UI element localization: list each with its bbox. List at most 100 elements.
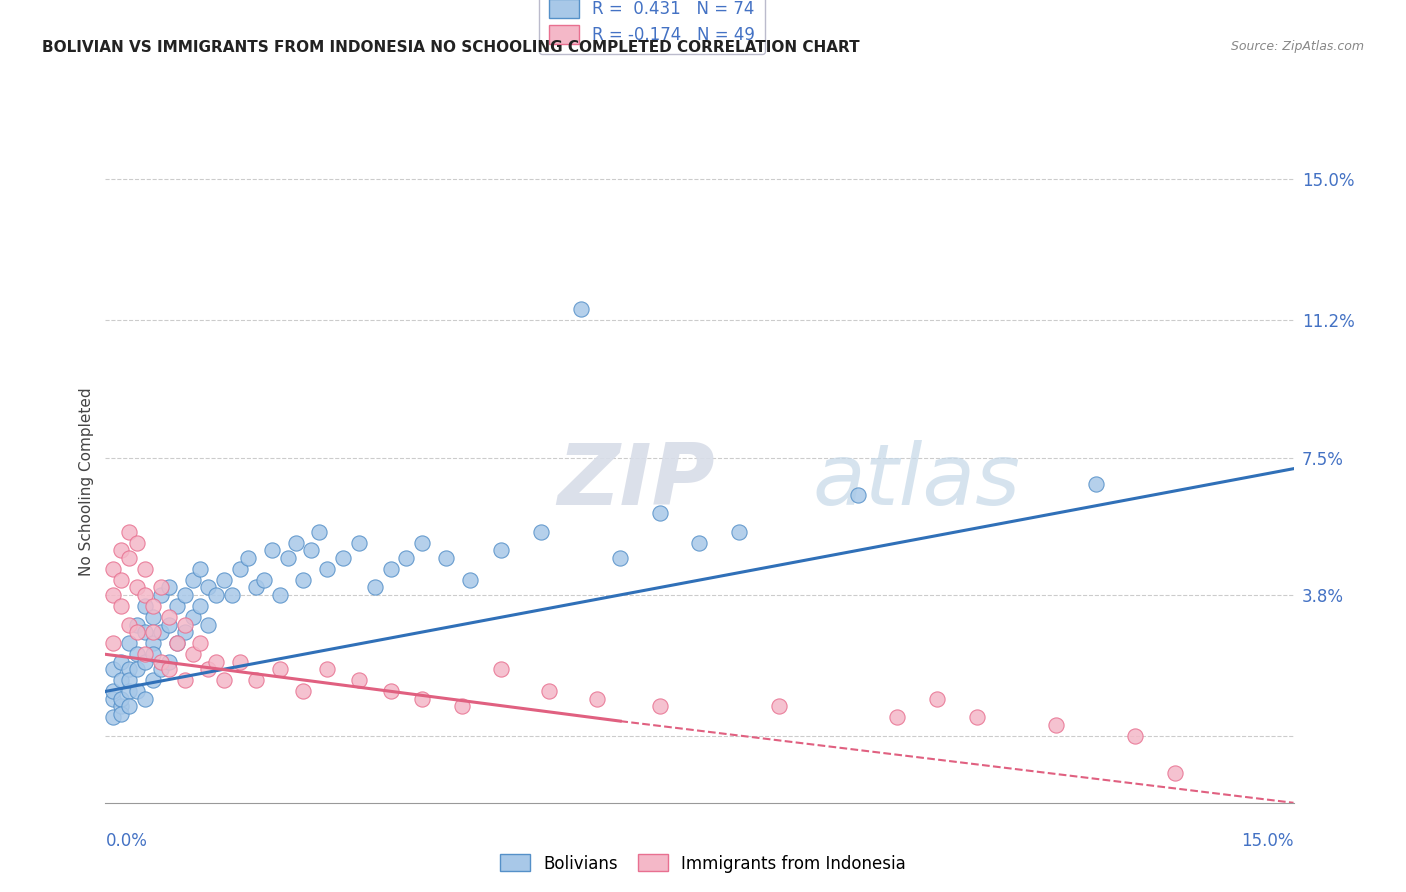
Point: [269, 662, 291, 676]
Point: [411, 536, 433, 550]
Point: [166, 636, 188, 650]
Point: [118, 662, 141, 676]
Point: [846, 488, 869, 502]
Point: [157, 617, 180, 632]
Point: [316, 662, 339, 676]
Point: [190, 562, 212, 576]
Point: [149, 655, 172, 669]
Point: [134, 691, 156, 706]
Point: [292, 573, 315, 587]
Point: [380, 562, 402, 576]
Point: [491, 662, 513, 676]
Point: [537, 684, 560, 698]
Point: [1123, 729, 1146, 743]
Point: [127, 662, 149, 676]
Point: [450, 699, 472, 714]
Point: [190, 636, 212, 650]
Point: [134, 648, 156, 662]
Point: [142, 636, 165, 650]
Point: [229, 562, 252, 576]
Point: [585, 691, 607, 706]
Point: [299, 543, 322, 558]
Point: [110, 673, 132, 688]
Point: [118, 617, 141, 632]
Point: [347, 673, 370, 688]
Point: [118, 684, 141, 698]
Point: [1164, 766, 1187, 780]
Point: [157, 662, 180, 676]
Point: [316, 562, 339, 576]
Point: [173, 625, 195, 640]
Point: [134, 625, 156, 640]
Point: [103, 562, 125, 576]
Point: [347, 536, 370, 550]
Point: [110, 655, 132, 669]
Point: [292, 684, 315, 698]
Point: [157, 581, 180, 595]
Point: [1045, 718, 1067, 732]
Point: [118, 699, 141, 714]
Point: [110, 706, 132, 721]
Point: [142, 599, 165, 613]
Point: [364, 581, 387, 595]
Point: [173, 588, 195, 602]
Point: [229, 655, 252, 669]
Point: [886, 710, 908, 724]
Point: [245, 673, 267, 688]
Point: [166, 599, 188, 613]
Point: [181, 573, 204, 587]
Point: [205, 588, 228, 602]
Point: [190, 599, 212, 613]
Point: [118, 673, 141, 688]
Point: [458, 573, 481, 587]
Point: [332, 550, 354, 565]
Point: [127, 648, 149, 662]
Point: [157, 610, 180, 624]
Point: [214, 573, 236, 587]
Point: [142, 610, 165, 624]
Point: [127, 617, 149, 632]
Point: [103, 588, 125, 602]
Point: [166, 636, 188, 650]
Point: [308, 524, 330, 539]
Point: [118, 636, 141, 650]
Point: [277, 550, 299, 565]
Point: [205, 655, 228, 669]
Legend: R =  0.431   N = 74, R = -0.174   N = 49: R = 0.431 N = 74, R = -0.174 N = 49: [538, 0, 765, 54]
Point: [491, 543, 513, 558]
Point: [214, 673, 236, 688]
Point: [245, 581, 267, 595]
Point: [118, 550, 141, 565]
Legend: Bolivians, Immigrants from Indonesia: Bolivians, Immigrants from Indonesia: [494, 847, 912, 880]
Point: [134, 599, 156, 613]
Point: [110, 599, 132, 613]
Point: [110, 691, 132, 706]
Point: [103, 662, 125, 676]
Point: [181, 648, 204, 662]
Point: [103, 691, 125, 706]
Point: [103, 636, 125, 650]
Point: [530, 524, 553, 539]
Text: Source: ZipAtlas.com: Source: ZipAtlas.com: [1230, 40, 1364, 54]
Point: [260, 543, 283, 558]
Point: [609, 550, 631, 565]
Point: [110, 543, 132, 558]
Point: [253, 573, 276, 587]
Point: [728, 524, 751, 539]
Point: [127, 625, 149, 640]
Text: BOLIVIAN VS IMMIGRANTS FROM INDONESIA NO SCHOOLING COMPLETED CORRELATION CHART: BOLIVIAN VS IMMIGRANTS FROM INDONESIA NO…: [42, 40, 860, 55]
Point: [925, 691, 948, 706]
Point: [648, 699, 671, 714]
Text: ZIP: ZIP: [557, 440, 714, 524]
Point: [149, 581, 172, 595]
Point: [110, 573, 132, 587]
Point: [127, 684, 149, 698]
Point: [149, 625, 172, 640]
Point: [434, 550, 457, 565]
Text: atlas: atlas: [813, 440, 1021, 524]
Point: [103, 710, 125, 724]
Point: [110, 699, 132, 714]
Point: [142, 648, 165, 662]
Point: [127, 536, 149, 550]
Point: [284, 536, 307, 550]
